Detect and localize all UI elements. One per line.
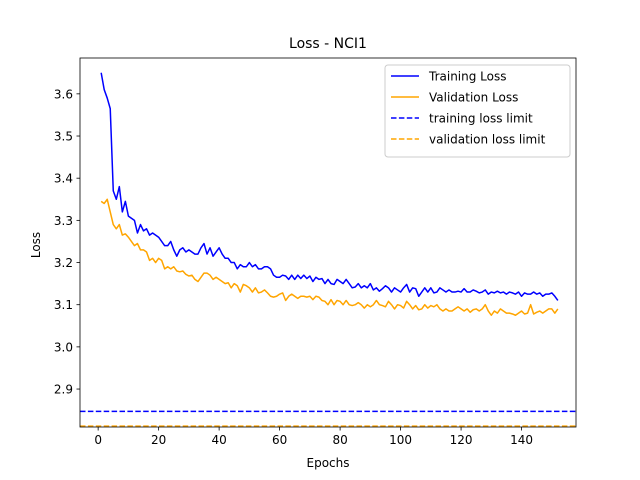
x-tick-label: 20 [151,433,166,447]
y-axis: 2.9 3.0 3.1 3.2 3.3 3.4 3.5 3.6 [54,87,80,397]
x-tick-label: 0 [94,433,102,447]
legend-box [384,64,571,158]
y-tick-label: 3.5 [54,130,73,144]
series-line-1 [100,198,559,316]
y-tick-label: 2.9 [54,383,73,397]
x-tick-label: 60 [272,433,287,447]
x-tick-label: 100 [389,433,412,447]
x-tick-label: 40 [211,433,226,447]
legend-label: training loss limit [429,112,533,126]
legend-label: validation loss limit [429,133,546,147]
x-tick-label: 140 [510,433,533,447]
y-tick-label: 3.6 [54,87,73,101]
y-tick-label: 3.0 [54,340,73,354]
legend: Training Loss Validation Loss training los… [384,64,571,158]
plot-frame [79,57,577,428]
y-tick-label: 3.4 [54,172,73,186]
y-tick-label: 3.2 [54,256,73,270]
legend-label: Validation Loss [429,91,518,105]
x-tick-label: 80 [332,433,347,447]
y-tick-label: 3.3 [54,214,73,228]
y-tick-label: 3.1 [54,298,73,312]
x-tick-label: 120 [450,433,473,447]
series-line-0 [100,72,559,301]
y-axis-label: Loss [29,232,43,258]
legend-label: Training Loss [428,70,506,84]
x-axis-label: Epochs [307,456,350,470]
chart-title: Loss - NCI1 [289,36,367,52]
x-axis: 0 20 40 60 80 100 120 140 [94,427,533,447]
plot-area [79,57,577,428]
